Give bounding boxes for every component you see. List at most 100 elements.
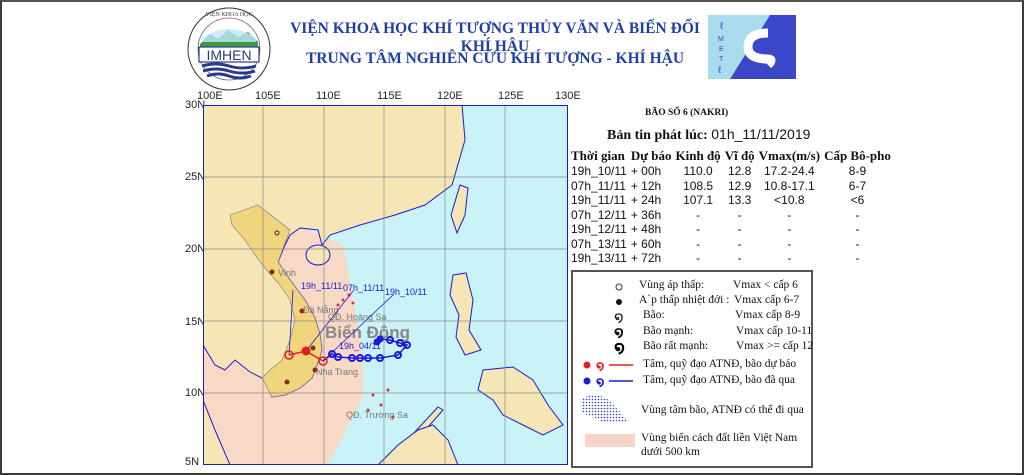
table-cell: 13.3	[728, 193, 752, 207]
legend-past: Tâm, quỹ đạo ATNĐ, bão đã qua	[643, 374, 796, 386]
table-cell: -	[787, 251, 792, 265]
table-cell: <6	[850, 193, 865, 207]
lon-label: 120E	[437, 90, 463, 102]
city-dot	[269, 269, 275, 275]
label-vinh: Vinh	[278, 268, 296, 278]
legend-td-label: A`p thấp nhiệt đới :	[639, 294, 730, 306]
table-cell: -	[696, 207, 701, 222]
storm-name: BÃO SỐ 6 (NAKRI)	[645, 108, 729, 118]
capital-star-icon	[274, 230, 280, 236]
legend-low-label: Vùng áp thấp:	[639, 279, 705, 291]
legend-zone-line1: Vùng biển cách đất liền Việt Nam	[641, 432, 798, 444]
table-cell: 6-7	[848, 178, 867, 193]
city-dot	[312, 367, 318, 373]
legend-ts-value: Vmax cấp 8-9	[735, 309, 801, 321]
td-dot-icon	[616, 299, 622, 305]
table-cell: -	[787, 207, 792, 222]
label-nhatrang: Nha Trang	[316, 367, 358, 377]
legend-cone: Vùng tâm bão, ATNĐ có thể đi qua	[641, 404, 804, 416]
past-track	[322, 338, 409, 362]
table-cell: 10.8-17.1	[764, 178, 815, 193]
svg-text:VIỆN KHOA HỌC: VIỆN KHOA HỌC	[206, 10, 253, 18]
forecast-td-dot	[301, 346, 311, 356]
col-header: Vĩ độ	[724, 148, 755, 163]
col-header: Vmax(m/s)	[758, 148, 821, 163]
lon-label: 115E	[377, 90, 402, 102]
lat-label: 5N	[185, 456, 200, 468]
table-cell: 07h_13/11	[571, 236, 627, 251]
table-cell: -	[696, 222, 701, 236]
table-cell: 07h_11/11	[571, 178, 626, 193]
legend-forecast: Tâm, quỹ đạo ATNĐ, bão dự báo	[643, 358, 797, 370]
land-taiwan	[450, 184, 469, 235]
lon-label: 105E	[255, 90, 281, 102]
forecast-table: Thời gian Dự báo Kinh độ Vĩ độ Vmax(m/s)…	[569, 148, 893, 266]
table-row: 19h_12/11 + 48h - - - -	[569, 222, 893, 237]
city-dot	[299, 308, 305, 314]
table-cell: -	[696, 251, 701, 265]
table-cell: -	[737, 222, 742, 236]
city-dot	[284, 379, 290, 385]
col-header: Dự báo	[630, 148, 672, 163]
table-cell: -	[737, 236, 742, 251]
lat-label: 30N	[185, 99, 206, 111]
table-cell: 8-9	[848, 164, 867, 178]
land-borneo	[377, 424, 459, 465]
label-danang: Đà Nẵng	[303, 305, 339, 315]
lon-label: 100E	[197, 90, 223, 102]
table-cell: 12.9	[728, 178, 752, 193]
table-cell: -	[787, 222, 792, 236]
table-cell: 07h_12/11	[571, 207, 627, 222]
label-truongsa: QĐ. Trường Sa	[346, 410, 408, 420]
track-label: 19h_04/11	[339, 341, 381, 351]
strong-storm-icon: ໑	[614, 325, 624, 341]
storm-icon: ໑	[614, 310, 624, 326]
land-luzon	[449, 272, 482, 356]
track-label: 07h_11/11	[343, 283, 384, 293]
table-cell: 107.1	[683, 193, 714, 207]
institute-title: VIỆN KHOA HỌC KHÍ TƯỢNG THỦY VĂN VÀ BIẾN…	[290, 20, 700, 55]
legend-ty-label: Bão rất mạnh:	[643, 340, 709, 352]
legend: ໑ ໑ ໑ ໑ ໑ Vùng áp thấp: Vmax < cấp 6 A`p…	[571, 270, 813, 468]
table-row: 19h_10/11 + 00h 110.0 12.8 17.2-24.4 8-9	[569, 164, 893, 179]
svg-text:ℓ: ℓ	[720, 21, 724, 32]
table-cell: 108.5	[683, 178, 714, 193]
forecast-storm-icon	[318, 356, 328, 366]
forecast-low-circle	[284, 350, 294, 360]
table-cell: -	[737, 251, 742, 265]
past-td-dot	[373, 338, 381, 346]
table-cell: -	[787, 236, 792, 251]
forecast-dot-icon	[583, 361, 591, 369]
svg-text:M: M	[718, 36, 724, 43]
land-hainan	[305, 244, 331, 266]
table-cell: 19h_10/11	[571, 164, 627, 178]
lat-label: 25N	[185, 171, 206, 183]
table-cell: 12.8	[728, 164, 752, 178]
col-header: Thời gian	[571, 148, 625, 163]
table-cell: + 00h	[630, 164, 662, 178]
issue-label: Bản tin phát lúc:	[607, 128, 708, 143]
legend-ts-label: Bão:	[643, 309, 665, 321]
svg-text:ℓ: ℓ	[718, 65, 722, 76]
imhen-logo: IMHEN VIỆN KHOA HỌC	[187, 7, 271, 91]
legend-zone-line2: dưới 500 km	[641, 446, 700, 458]
table-cell: + 12h	[630, 178, 662, 193]
past-dot-icon	[583, 377, 591, 385]
table-cell: -	[855, 251, 860, 265]
table-cell: + 60h	[630, 236, 662, 251]
lat-label: 15N	[185, 316, 206, 328]
table-cell: + 72h	[630, 251, 662, 265]
lon-label: 125E	[498, 90, 524, 102]
land-malaya	[203, 399, 231, 465]
track-label: 19h_11/11	[301, 281, 342, 291]
table-cell: 17.2-24.4	[764, 164, 815, 178]
table-row: 19h_11/11 + 24h 107.1 13.3 <10.8 <6	[569, 193, 893, 208]
issue-time: 01h_11/11/2019	[711, 126, 811, 142]
table-cell: 19h_11/11	[571, 193, 626, 207]
table-row: 07h_12/11 + 36h - - - -	[569, 208, 893, 223]
past-storm-symbols	[328, 336, 411, 362]
cmetc-logo: ℓ M E T ℓ	[708, 15, 796, 79]
table-cell: 19h_12/11	[571, 222, 627, 236]
land-vietnam	[229, 204, 323, 398]
